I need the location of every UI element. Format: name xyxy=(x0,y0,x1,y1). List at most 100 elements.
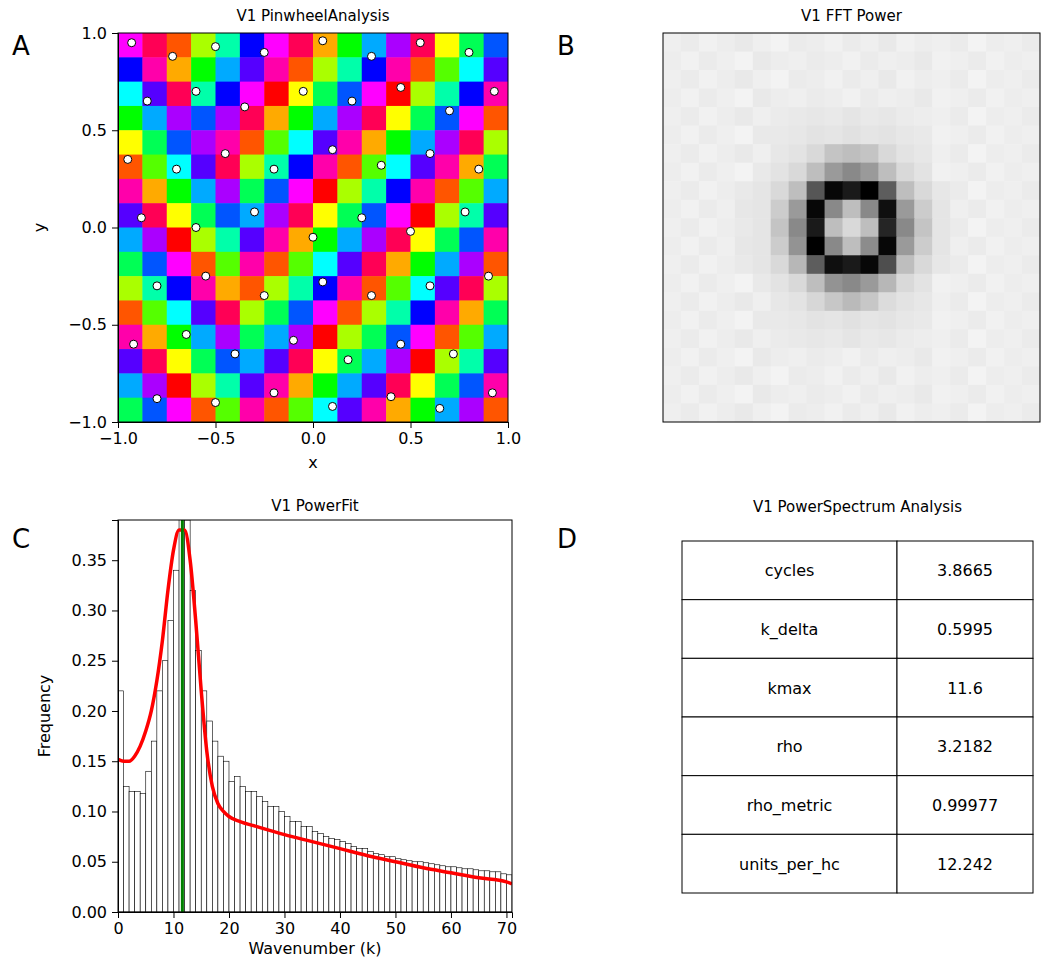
cell xyxy=(313,155,338,180)
cell xyxy=(216,82,241,107)
cell xyxy=(843,292,861,311)
cell xyxy=(191,373,216,398)
cell xyxy=(896,403,914,422)
cell xyxy=(807,126,825,145)
cell xyxy=(789,385,807,404)
cell xyxy=(807,348,825,367)
cell xyxy=(216,179,241,204)
pinwheel xyxy=(202,272,210,280)
pinwheel xyxy=(426,150,434,158)
cell xyxy=(362,276,387,301)
tick-label: 30 xyxy=(275,919,295,938)
tick-mark xyxy=(112,912,118,913)
cell xyxy=(986,163,1004,182)
cell xyxy=(986,144,1004,163)
cell xyxy=(753,70,771,89)
cell xyxy=(860,70,878,89)
cell xyxy=(789,237,807,256)
cell xyxy=(771,52,789,71)
pinwheel xyxy=(446,107,454,115)
panel-c: 0102030405060700.000.050.100.150.200.250… xyxy=(12,497,517,958)
cell xyxy=(411,57,436,82)
plot-area xyxy=(118,520,512,912)
table-value: 11.6 xyxy=(947,679,983,698)
cell xyxy=(663,218,681,237)
tick-label: 1.0 xyxy=(82,24,107,43)
cell xyxy=(216,252,241,277)
cell xyxy=(681,89,699,108)
cell xyxy=(240,228,265,253)
tick: 0.20 xyxy=(71,702,118,721)
cell xyxy=(735,292,753,311)
tick: 0.30 xyxy=(71,601,118,620)
cell xyxy=(950,366,968,385)
cell xyxy=(825,348,843,367)
cell xyxy=(142,57,167,82)
cell xyxy=(825,33,843,52)
cell xyxy=(167,373,192,398)
tick-label: 0.15 xyxy=(71,752,107,771)
cell xyxy=(289,349,314,374)
cell xyxy=(1022,163,1040,182)
cell xyxy=(663,70,681,89)
tick-label: 1.0 xyxy=(496,429,521,448)
cell xyxy=(735,255,753,274)
cell xyxy=(914,274,932,293)
cell xyxy=(459,325,484,350)
table-cell xyxy=(897,658,1033,717)
cell xyxy=(735,181,753,200)
cell xyxy=(142,82,167,107)
pinwheel xyxy=(387,393,395,401)
tick-mark xyxy=(313,422,314,428)
cell xyxy=(860,126,878,145)
cell xyxy=(717,292,735,311)
cell xyxy=(950,144,968,163)
cell xyxy=(1004,70,1022,89)
cell xyxy=(1022,89,1040,108)
cell xyxy=(950,348,968,367)
cell xyxy=(735,89,753,108)
cell xyxy=(896,348,914,367)
cell xyxy=(289,373,314,398)
cell xyxy=(914,311,932,330)
cell xyxy=(699,33,717,52)
cell xyxy=(216,106,241,131)
cell xyxy=(337,398,362,422)
pinwheel xyxy=(475,165,483,173)
cell xyxy=(264,349,289,374)
cell xyxy=(362,300,387,325)
cell xyxy=(807,329,825,348)
cell xyxy=(1022,237,1040,256)
cell xyxy=(699,107,717,126)
cell xyxy=(753,33,771,52)
pinwheel xyxy=(173,165,181,173)
cell xyxy=(932,89,950,108)
cell xyxy=(484,82,508,107)
cell xyxy=(191,130,216,155)
cell xyxy=(860,218,878,237)
cell xyxy=(362,252,387,277)
tick: 10 xyxy=(164,912,184,938)
bar xyxy=(340,842,346,912)
cell xyxy=(843,255,861,274)
cell xyxy=(914,403,932,422)
cell xyxy=(753,52,771,71)
tick-mark xyxy=(112,33,118,34)
cell xyxy=(435,373,460,398)
pinwheel xyxy=(260,292,268,300)
cell xyxy=(435,300,460,325)
cell xyxy=(484,57,508,82)
cell xyxy=(914,218,932,237)
cell xyxy=(986,200,1004,219)
cell xyxy=(681,255,699,274)
cell xyxy=(699,89,717,108)
cell xyxy=(735,311,753,330)
cell xyxy=(1004,311,1022,330)
cell xyxy=(240,155,265,180)
cell xyxy=(717,181,735,200)
cell xyxy=(142,179,167,204)
cell xyxy=(753,403,771,422)
cell xyxy=(753,348,771,367)
cell xyxy=(878,255,896,274)
tick: 30 xyxy=(275,912,295,938)
